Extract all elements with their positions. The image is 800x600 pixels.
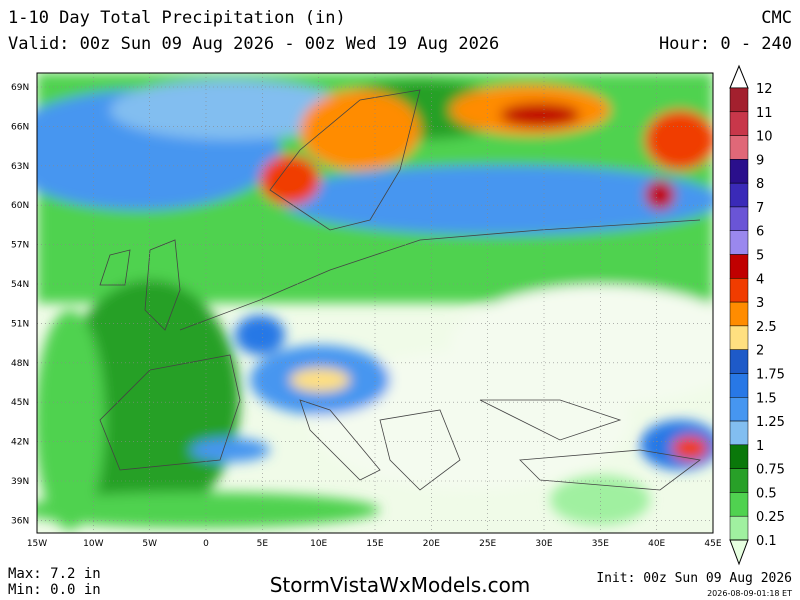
timestamp: 2026-08-09-01:18 ET — [707, 589, 792, 598]
colorbar-box — [729, 87, 749, 113]
valid-time: Valid: 00z Sun 09 Aug 2026 - 00z Wed 19 … — [8, 34, 499, 54]
colorbar-box — [729, 468, 749, 493]
lon-label: 35E — [592, 539, 609, 549]
colorbar-box — [729, 373, 749, 398]
lon-label: 15W — [27, 539, 47, 549]
colorbar-box — [729, 444, 749, 469]
colorbar-label: 10 — [756, 130, 773, 145]
lat-label: 36N — [11, 516, 29, 526]
lat-label: 45N — [11, 398, 29, 408]
colorbar-box — [729, 135, 749, 160]
lon-label: 15E — [366, 539, 383, 549]
lat-label: 57N — [11, 241, 29, 251]
lon-label: 5W — [142, 539, 157, 549]
hour-range: Hour: 0 - 240 — [659, 34, 792, 54]
colorbar-box — [729, 349, 749, 374]
colorbar-label: 0.25 — [756, 510, 785, 525]
colorbar-box — [729, 182, 749, 208]
colorbar-box — [729, 111, 749, 136]
colorbar-label: 2 — [756, 344, 764, 359]
colorbar-label: 5 — [756, 249, 764, 264]
colorbar-label: 3 — [756, 296, 764, 311]
colorbar-label: 4 — [756, 272, 764, 287]
site-name: StormVistaWxModels.com — [270, 573, 531, 597]
lat-label: 54N — [11, 280, 29, 290]
model: CMC — [761, 8, 792, 28]
colorbar-label: 9 — [756, 153, 764, 168]
colorbar-box — [729, 420, 749, 446]
colorbar-box — [729, 159, 749, 184]
colorbar-arrow-bottom — [729, 539, 749, 566]
lat-label: 48N — [11, 359, 29, 369]
lat-label: 51N — [11, 319, 29, 329]
colorbar-label: 11 — [756, 106, 773, 121]
max-value: Max: 7.2 in — [8, 566, 101, 582]
colorbar-label: 0.5 — [756, 486, 777, 501]
init-time: Init: 00z Sun 09 Aug 2026 — [596, 571, 792, 586]
precip-map — [37, 73, 713, 533]
title: 1-10 Day Total Precipitation (in) — [8, 8, 346, 28]
lon-label: 20E — [423, 539, 440, 549]
lon-label: 0 — [203, 539, 209, 549]
colorbar-label: 0.75 — [756, 463, 785, 478]
lat-label: 69N — [11, 83, 29, 93]
lon-label: 45E — [704, 539, 721, 549]
colorbar-box — [729, 301, 749, 327]
colorbar-label: 0.1 — [756, 534, 777, 549]
colorbar-label: 1.75 — [756, 367, 785, 382]
lat-label: 42N — [11, 438, 29, 448]
min-value: Min: 0.0 in — [8, 582, 101, 598]
lat-label: 66N — [11, 122, 29, 132]
colorbar-label: 1 — [756, 439, 764, 454]
lon-label: 5E — [257, 539, 269, 549]
colorbar-label: 1.5 — [756, 391, 777, 406]
map-frame — [36, 72, 714, 534]
colorbar-box — [729, 254, 749, 279]
colorbar-label: 7 — [756, 201, 764, 216]
colorbar-label: 2.5 — [756, 320, 777, 335]
colorbar-arrow-top — [729, 64, 749, 89]
colorbar-box — [729, 515, 749, 541]
colorbar-box — [729, 230, 749, 255]
lon-label: 25E — [479, 539, 496, 549]
lon-label: 30E — [535, 539, 552, 549]
colorbar-box — [729, 278, 749, 303]
colorbar-label: 6 — [756, 225, 764, 240]
lat-label: 39N — [11, 477, 29, 487]
colorbar-box — [729, 492, 749, 517]
lat-label: 60N — [11, 201, 29, 211]
lat-label: 63N — [11, 162, 29, 172]
lon-label: 40E — [648, 539, 665, 549]
colorbar-box — [729, 325, 749, 350]
colorbar-box — [729, 397, 749, 422]
colorbar-label: 8 — [756, 177, 764, 192]
lon-label: 10W — [83, 539, 103, 549]
lon-label: 10E — [310, 539, 327, 549]
colorbar-label: 12 — [756, 82, 773, 97]
colorbar-box — [729, 206, 749, 231]
colorbar-label: 1.25 — [756, 415, 785, 430]
